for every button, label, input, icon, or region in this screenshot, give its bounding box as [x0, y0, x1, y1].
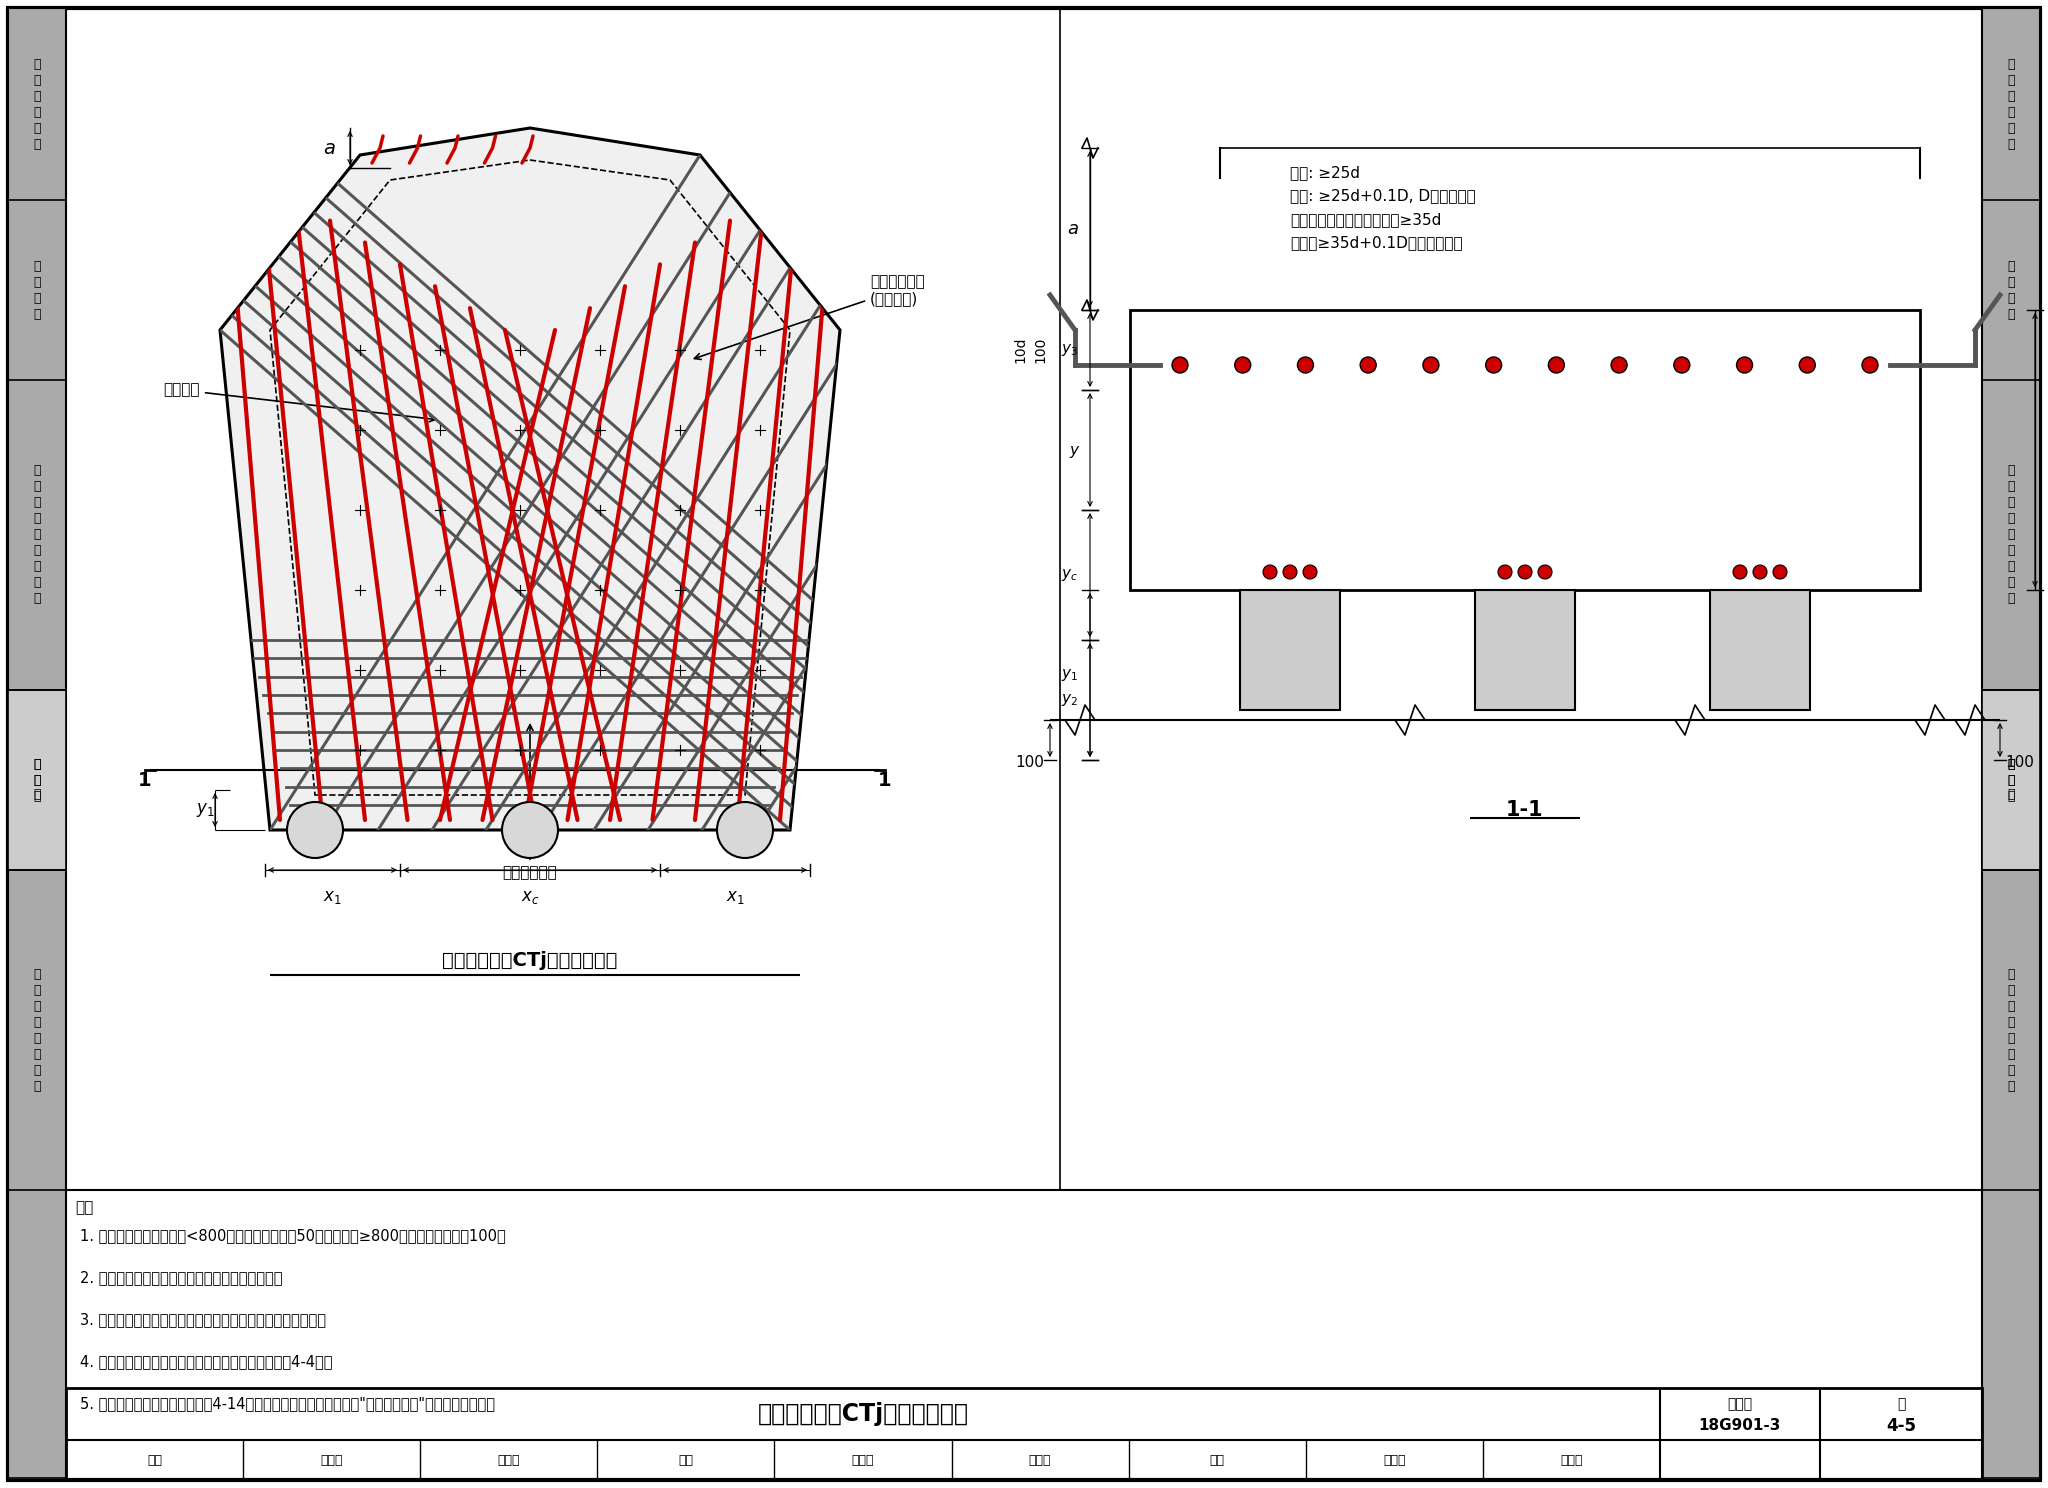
Bar — [1982, 690, 2040, 870]
Circle shape — [1235, 357, 1251, 373]
Text: 10d: 10d — [1014, 336, 1026, 363]
Bar — [1982, 7, 2040, 1481]
Circle shape — [1800, 357, 1815, 373]
Circle shape — [502, 802, 557, 859]
Text: 18G901-3: 18G901-3 — [1698, 1418, 1782, 1433]
Bar — [8, 7, 66, 1481]
Text: 黄志刚: 黄志刚 — [319, 1454, 342, 1467]
Circle shape — [1612, 357, 1626, 373]
Text: 5. 桩与承台的连接详见本图集第4-14页，桩插筋构造详见本图集的"一般构造要求"部分的有关详图。: 5. 桩与承台的连接详见本图集第4-14页，桩插筋构造详见本图集的"一般构造要求… — [80, 1396, 496, 1411]
Text: $y_3$: $y_3$ — [1061, 342, 1077, 359]
Circle shape — [1171, 357, 1188, 373]
Text: 桩
基
础: 桩 基 础 — [2007, 757, 2015, 802]
Text: 王怀元: 王怀元 — [1382, 1454, 1405, 1467]
Circle shape — [1538, 565, 1552, 579]
Text: a: a — [324, 138, 336, 158]
Text: 4-5: 4-5 — [1886, 1417, 1917, 1434]
Bar — [1130, 310, 1921, 591]
Bar — [1239, 591, 1339, 710]
Circle shape — [1423, 357, 1440, 373]
Text: 方桩: ≥25d
圆桩: ≥25d+0.1D, D为圆桩直径
（当伸至端部直段长度方桩≥35d
或圆桩≥35d+0.1D时可不弯折）: 方桩: ≥25d 圆桩: ≥25d+0.1D, D为圆桩直径 （当伸至端部直段长… — [1290, 165, 1477, 250]
Text: 100: 100 — [2005, 754, 2034, 769]
Text: 注：: 注： — [76, 1199, 94, 1216]
Circle shape — [1862, 357, 1878, 373]
Text: y: y — [1069, 442, 1077, 457]
Text: 条
形
基
础
与
筏
形
基
础: 条 形 基 础 与 筏 形 基 础 — [2007, 464, 2015, 606]
Text: 独
立
基
础: 独 立 基 础 — [2007, 259, 2015, 320]
Circle shape — [1282, 565, 1296, 579]
Text: 林　蔚: 林 蔚 — [852, 1454, 874, 1467]
Polygon shape — [219, 128, 840, 830]
Text: $y_c$: $y_c$ — [1061, 567, 1077, 583]
Text: 孙忆元: 孙忆元 — [1561, 1454, 1583, 1467]
Text: 独
立
基
础: 独 立 基 础 — [33, 259, 41, 320]
Circle shape — [1303, 565, 1317, 579]
Circle shape — [1733, 565, 1747, 579]
Text: 图集号: 图集号 — [1726, 1397, 1753, 1411]
Circle shape — [1298, 357, 1313, 373]
Text: 3. 三桩承台里侧的三根钢筋围成的三角形应在桩截面范围内。: 3. 三桩承台里侧的三根钢筋围成的三角形应在桩截面范围内。 — [80, 1312, 326, 1327]
Circle shape — [1518, 565, 1532, 579]
Circle shape — [1753, 565, 1767, 579]
Text: 等腰三桩承台CTj钢筋排布构造: 等腰三桩承台CTj钢筋排布构造 — [758, 1402, 969, 1426]
Circle shape — [1485, 357, 1501, 373]
Circle shape — [1548, 357, 1565, 373]
Text: a: a — [1067, 220, 1077, 238]
Text: $y_1$: $y_1$ — [197, 801, 215, 818]
Text: 1: 1 — [879, 771, 891, 790]
Text: 1. 当桩直径或桩截面边长<800时，桩顶嵌入承台50；当桩直径≥800时，桩顶嵌入承台100。: 1. 当桩直径或桩截面边长<800时，桩顶嵌入承台50；当桩直径≥800时，桩顶… — [80, 1228, 506, 1242]
Text: 4. 三桩承台受力钢筋端部排布构造做法详见本图集第4-4页。: 4. 三桩承台受力钢筋端部排布构造做法详见本图集第4-4页。 — [80, 1354, 332, 1369]
Text: 桩
基
础: 桩 基 础 — [33, 757, 41, 802]
Text: 2. 等腰三桩承台的底边方向，详见具体工程设计。: 2. 等腰三桩承台的底边方向，详见具体工程设计。 — [80, 1269, 283, 1286]
Text: 100: 100 — [1016, 754, 1044, 769]
Circle shape — [287, 802, 342, 859]
Text: $x_1$: $x_1$ — [725, 888, 743, 906]
Text: 审核: 审核 — [147, 1454, 162, 1467]
Bar — [1475, 591, 1575, 710]
Text: 与
基
础
有
关
的
构
造: 与 基 础 有 关 的 构 造 — [2007, 967, 2015, 1092]
Circle shape — [1737, 357, 1753, 373]
Text: $y_1$: $y_1$ — [1061, 667, 1077, 683]
Text: 桩
基
础: 桩 基 础 — [33, 759, 41, 802]
Bar — [1710, 591, 1810, 710]
Text: $x_1$: $x_1$ — [324, 888, 342, 906]
Bar — [66, 1388, 1982, 1481]
Text: 一
般
构
造
要
求: 一 般 构 造 要 求 — [33, 58, 41, 150]
Circle shape — [1497, 565, 1511, 579]
Text: 页: 页 — [1896, 1397, 1905, 1411]
Text: 斜边受力钢筋
(对称相同): 斜边受力钢筋 (对称相同) — [694, 274, 926, 360]
Text: 1-1: 1-1 — [1505, 801, 1544, 820]
Text: 一
般
构
造
要
求: 一 般 构 造 要 求 — [2007, 58, 2015, 150]
Text: 桩
基
础: 桩 基 础 — [2007, 759, 2015, 802]
Bar — [8, 690, 66, 870]
Circle shape — [1774, 565, 1788, 579]
Text: 分布钢筋: 分布钢筋 — [164, 382, 436, 421]
Text: 底边受力钢筋: 底边受力钢筋 — [502, 725, 557, 879]
Text: $x_c$: $x_c$ — [520, 888, 539, 906]
Text: 与
基
础
有
关
的
构
造: 与 基 础 有 关 的 构 造 — [33, 967, 41, 1092]
Text: 校对: 校对 — [678, 1454, 694, 1467]
Text: 条
形
基
础
与
筏
形
基
础: 条 形 基 础 与 筏 形 基 础 — [33, 464, 41, 606]
Text: 100: 100 — [1032, 336, 1047, 363]
Text: 等腰三桩承台CTj钢筋排布构造: 等腰三桩承台CTj钢筋排布构造 — [442, 951, 618, 970]
Circle shape — [1264, 565, 1278, 579]
Circle shape — [717, 802, 772, 859]
Text: 设计: 设计 — [1210, 1454, 1225, 1467]
Text: $y_2$: $y_2$ — [1061, 692, 1077, 708]
Text: 黄彦咖: 黄彦咖 — [498, 1454, 520, 1467]
Text: 柴　蔚: 柴 蔚 — [1028, 1454, 1051, 1467]
Circle shape — [1673, 357, 1690, 373]
Text: 1: 1 — [137, 771, 152, 790]
Circle shape — [1360, 357, 1376, 373]
